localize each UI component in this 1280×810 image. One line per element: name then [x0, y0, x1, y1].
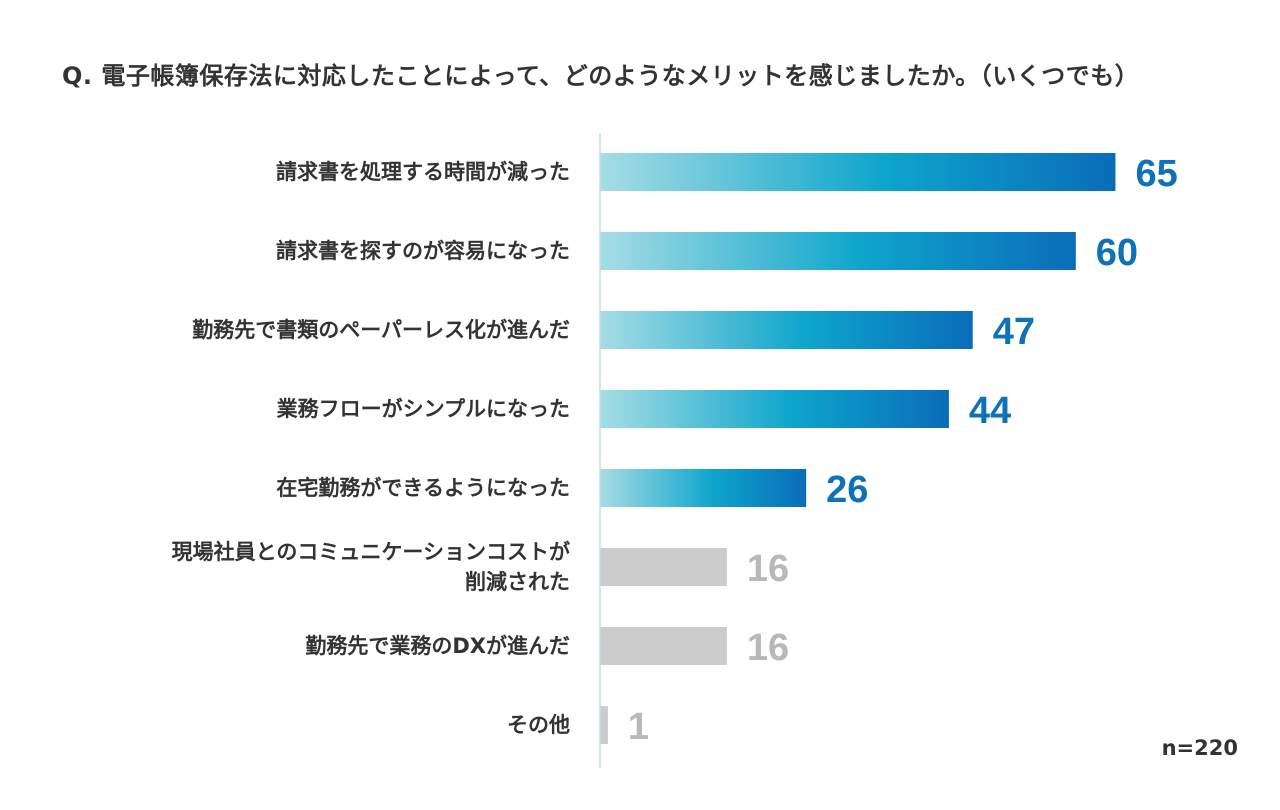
bar [600, 232, 1076, 270]
bar [600, 390, 949, 428]
category-label: 現場社員とのコミュニケーションコストが削減された [172, 540, 570, 594]
bar [600, 153, 1116, 191]
value-label: 16 [747, 627, 789, 669]
bar [600, 627, 727, 665]
category-label: 請求書を探すのが容易になった [276, 239, 570, 263]
value-label: 44 [969, 390, 1011, 432]
bar [600, 706, 608, 744]
value-label: 65 [1135, 153, 1177, 195]
bar [600, 469, 807, 507]
bars-layer: 請求書を処理する時間が減った 65 請求書を探すのが容易になった 60 勤務先で書類のペ… [172, 153, 1178, 748]
sample-size-label: n=220 [1161, 736, 1238, 760]
value-label: 47 [993, 311, 1035, 353]
value-label: 60 [1096, 232, 1138, 274]
bar [600, 548, 727, 586]
category-label: 請求書を処理する時間が減った [276, 160, 570, 184]
value-label: 26 [826, 469, 868, 511]
bar [600, 311, 973, 349]
value-label: 16 [747, 548, 789, 590]
category-label: 勤務先で業務のDXが進んだ [305, 634, 570, 658]
value-label: 1 [628, 706, 649, 748]
category-label: その他 [507, 713, 570, 737]
chart-title: Q. 電子帳簿保存法に対応したことによって、どのようなメリットを感じましたか。（… [62, 62, 1140, 90]
category-label: 勤務先で書類のペーパーレス化が進んだ [192, 318, 570, 342]
category-label: 在宅勤務ができるようになった [276, 476, 570, 500]
category-label: 業務フローがシンプルになった [277, 397, 570, 421]
